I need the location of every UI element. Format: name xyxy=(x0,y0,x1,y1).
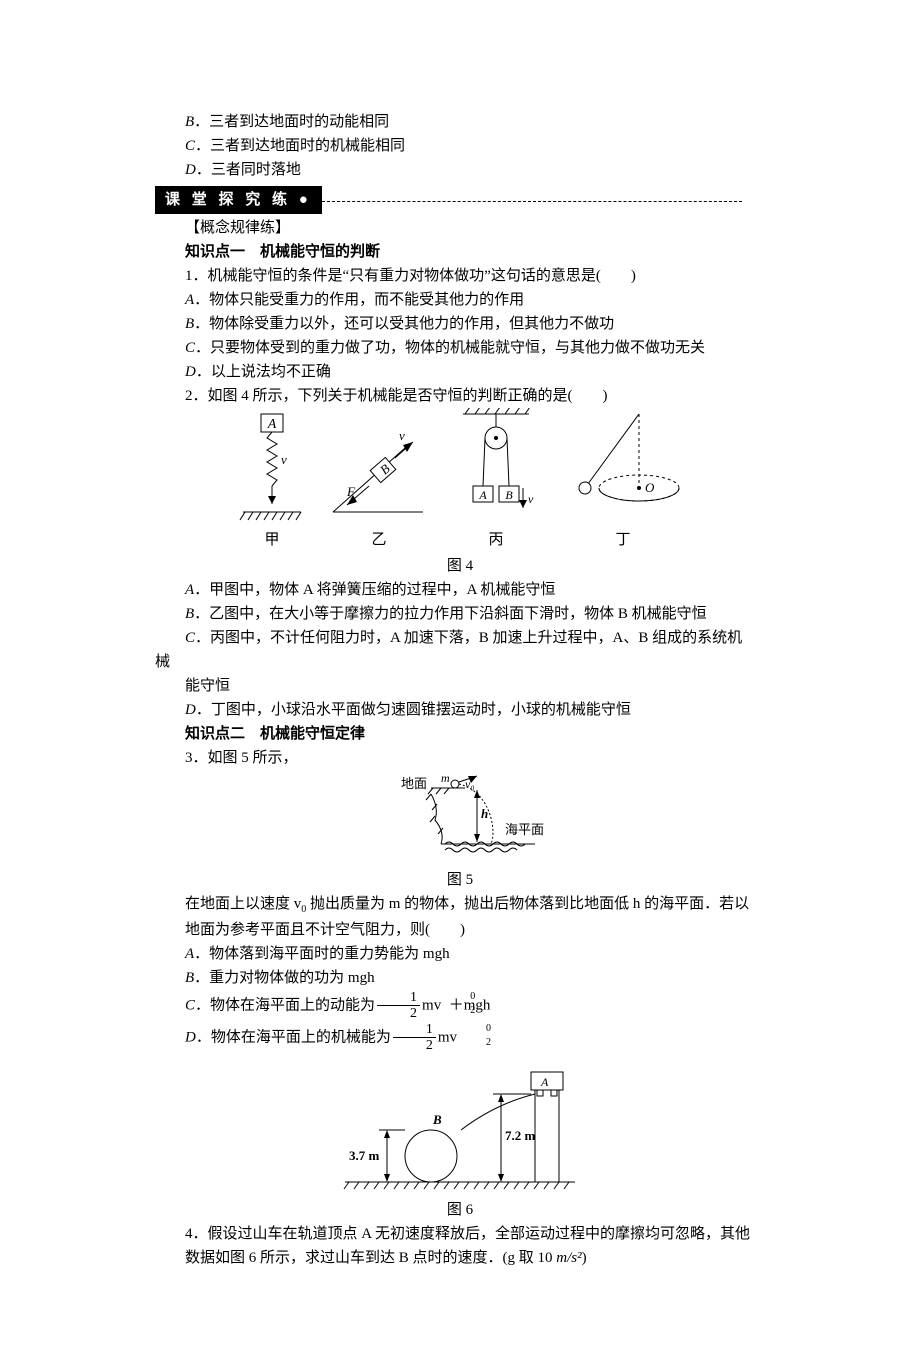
svg-text:海平面: 海平面 xyxy=(505,822,544,837)
q4-line2: 数据如图 6 所示，求过山车到达 B 点时的速度．(g 取 10 m/s²) xyxy=(155,1246,765,1270)
svg-text:v: v xyxy=(281,452,287,467)
opt-d: D．三者同时落地 xyxy=(155,158,765,182)
fig4-jia-label: 甲 xyxy=(237,528,307,552)
svg-text:v: v xyxy=(528,492,534,506)
q3-b: B．重力对物体做的功为 mgh xyxy=(155,966,765,990)
q1-d: D．以上说法均不正确 xyxy=(155,360,765,384)
svg-text:h: h xyxy=(481,806,488,821)
fig4-ding-label: 丁 xyxy=(563,528,683,552)
svg-text:F: F xyxy=(346,484,356,499)
svg-text:A: A xyxy=(478,488,487,502)
q1-a: A．物体只能受重力的作用，而不能受其他力的作用 xyxy=(155,288,765,312)
svg-text:A: A xyxy=(540,1075,549,1089)
svg-text:m: m xyxy=(441,774,450,785)
svg-text:v₀: v₀ xyxy=(465,777,475,791)
q2-c-wrap: 能守恒 xyxy=(155,674,765,698)
q1-b: B．物体除受重力以外，还可以受其他力的作用，但其他力不做功 xyxy=(155,312,765,336)
q3-a: A．物体落到海平面时的重力势能为 mgh xyxy=(155,942,765,966)
q3-d: D．物体在海平面上的机械能为12mv02 xyxy=(155,1022,765,1054)
svg-text:3.7 m: 3.7 m xyxy=(349,1148,380,1163)
q2-b: B．乙图中，在大小等于摩擦力的拉力作用下沿斜面下滑时，物体 B 机械能守恒 xyxy=(155,602,765,626)
q1-c: C．只要物体受到的重力做了功，物体的机械能就守恒，与其他力做不做功无关 xyxy=(155,336,765,360)
kp1-title: 知识点一 机械能守恒的判断 xyxy=(155,240,765,264)
svg-text:v: v xyxy=(399,428,405,443)
q2-stem: 2．如图 4 所示，下列关于机械能是否守恒的判断正确的是( ) xyxy=(155,384,765,408)
q3-line1: 在地面上以速度 v0 抛出质量为 m 的物体，抛出后物体落到比地面低 h 的海平… xyxy=(155,892,765,918)
fig4-bing-label: 丙 xyxy=(451,528,541,552)
q1-stem: 1．机械能守恒的条件是“只有重力对物体做功”这句话的意思是( ) xyxy=(155,264,765,288)
svg-text:O: O xyxy=(645,480,655,495)
q2-a: A．甲图中，物体 A 将弹簧压缩的过程中，A 机械能守恒 xyxy=(155,578,765,602)
svg-text:B: B xyxy=(432,1112,442,1127)
opt-b: B．三者到达地面时的动能相同 xyxy=(155,110,765,134)
fig4-ding: O xyxy=(563,408,683,528)
fig4-jia: A v xyxy=(237,408,307,528)
fig6-caption: 图 6 xyxy=(155,1198,765,1222)
fig4-caption: 图 4 xyxy=(155,554,765,578)
q4-line1: 4．假设过山车在轨道顶点 A 无初速度释放后，全部运动过程中的摩擦均可忽略，其他 xyxy=(155,1222,765,1246)
section-banner: 课 堂 探 究 练 ● xyxy=(155,186,322,214)
q2-c-left: 械 xyxy=(155,650,765,674)
svg-text:A: A xyxy=(267,417,277,432)
fig5-caption: 图 5 xyxy=(155,868,765,892)
svg-text:B: B xyxy=(505,488,513,502)
figure-4: A v 甲 B F v 乙 xyxy=(155,408,765,552)
svg-text:7.2 m: 7.2 m xyxy=(505,1128,536,1143)
q3-line2: 地面为参考平面且不计空气阻力，则( ) xyxy=(155,918,765,942)
figure-6: A B 3.7 m 7.2 m xyxy=(335,1064,585,1194)
q3-stem: 3．如图 5 所示， xyxy=(155,746,765,770)
fig4-yi: B F v xyxy=(329,408,429,528)
fig4-yi-label: 乙 xyxy=(329,528,429,552)
q2-d: D．丁图中，小球沿水平面做匀速圆锥摆运动时，小球的机械能守恒 xyxy=(155,698,765,722)
svg-text:地面: 地面 xyxy=(401,776,427,791)
kp2-title: 知识点二 机械能守恒定律 xyxy=(155,722,765,746)
figure-5: 地面 m v₀ 海平面 h xyxy=(365,774,555,864)
q2-c-pre: C．丙图中，不计任何阻力时，A 加速下落，B 加速上升过程中，A、B 组成的系统… xyxy=(155,626,765,650)
opt-c: C．三者到达地面时的机械能相同 xyxy=(155,134,765,158)
concept-label: 【概念规律练】 xyxy=(155,216,765,240)
q3-c: C．物体在海平面上的动能为12mv02 ＋mgh xyxy=(155,990,765,1022)
fig4-bing: A B v xyxy=(451,408,541,528)
